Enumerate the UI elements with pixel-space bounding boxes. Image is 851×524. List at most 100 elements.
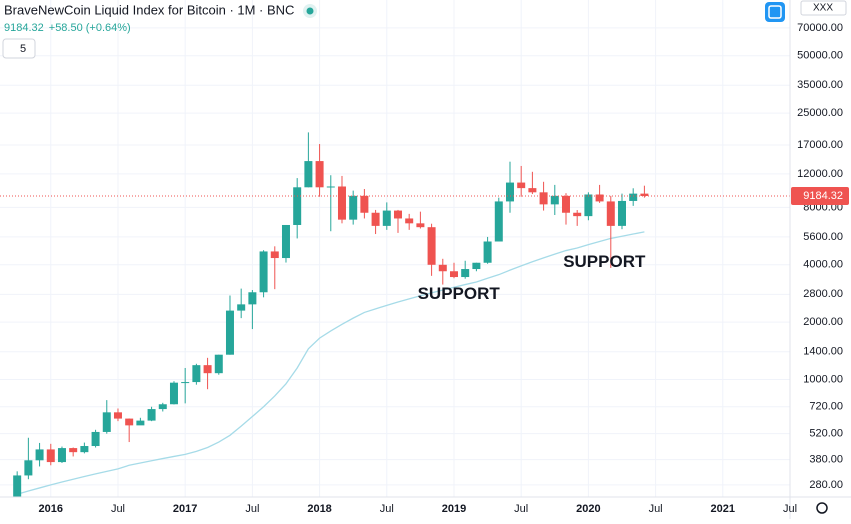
x-tick-label: Jul <box>380 503 394 515</box>
y-tick-label: 2000.00 <box>803 316 843 328</box>
y-tick-label: 5600.00 <box>803 231 843 243</box>
candle-body <box>337 186 346 220</box>
candle-body <box>315 161 324 188</box>
candle-body <box>472 262 481 270</box>
scale-button[interactable] <box>800 0 847 16</box>
y-tick-label: 4000.00 <box>803 259 843 271</box>
candle-body <box>237 304 246 311</box>
candle-body <box>35 449 44 461</box>
indicator-button[interactable] <box>2 38 36 59</box>
candle-body <box>483 241 492 263</box>
candle-body <box>494 201 503 242</box>
candle-body <box>181 382 190 384</box>
x-tick-label: 2016 <box>39 503 63 515</box>
status-dot <box>306 7 314 15</box>
candle-body <box>259 251 268 293</box>
candle-body <box>136 420 145 426</box>
overlay: BraveNewCoin Liquid Index for Bitcoin · … <box>2 2 785 59</box>
annotation: SUPPORT <box>418 284 501 303</box>
x-tick-label: 2021 <box>711 503 735 515</box>
candle-body <box>281 224 290 259</box>
candle-body <box>561 195 570 213</box>
price-axis-bg <box>790 0 851 519</box>
indicator-button-label[interactable]: 5 <box>20 43 26 55</box>
candle-body <box>371 212 380 226</box>
y-tick-label: 25000.00 <box>797 107 843 119</box>
candle-body <box>147 409 156 421</box>
candle-body <box>113 412 122 419</box>
y-tick-label: 720.00 <box>809 401 843 413</box>
last-price-box <box>791 186 849 205</box>
moving-average-line <box>16 231 645 495</box>
y-tick-label: 35000.00 <box>797 79 843 91</box>
candle-body <box>24 460 33 476</box>
chart-title: BraveNewCoin Liquid Index for Bitcoin · … <box>4 2 294 17</box>
candle-body <box>449 271 458 278</box>
candle-body <box>629 193 638 201</box>
candle-body <box>360 195 369 213</box>
y-tick-label: 380.00 <box>809 454 843 466</box>
scale-button-label[interactable]: XXX <box>813 3 833 14</box>
y-tick-label: 70000.00 <box>797 22 843 34</box>
candle-body <box>69 448 78 453</box>
plot-area: SUPPORT SUPPORT <box>0 0 791 500</box>
x-tick-label: Jul <box>649 503 663 515</box>
compare-icon <box>768 5 782 19</box>
y-tick-label: 1400.00 <box>803 346 843 358</box>
candle-body <box>80 446 89 453</box>
candle-body <box>416 223 425 228</box>
time-axis-bg <box>0 497 851 519</box>
x-tick-label: Jul <box>783 503 797 515</box>
x-tick-label: 2019 <box>442 503 466 515</box>
candle-body <box>214 354 223 374</box>
x-tick-label: Jul <box>514 503 528 515</box>
candle-body <box>393 210 402 219</box>
candle-body <box>550 195 559 205</box>
x-tick-label: 2018 <box>307 503 331 515</box>
candle-body <box>606 201 615 226</box>
candle-body <box>13 475 22 500</box>
settings-icon[interactable] <box>816 502 828 514</box>
candle-body <box>573 212 582 217</box>
candle-body <box>57 448 66 463</box>
candle-body <box>584 194 593 217</box>
y-tick-label: 280.00 <box>809 479 843 491</box>
candle-body <box>461 269 470 278</box>
candle-body <box>192 365 201 383</box>
candle-body <box>595 194 604 202</box>
candle-body <box>640 193 649 196</box>
candle-body <box>304 161 313 188</box>
candle-body <box>405 218 414 224</box>
candle-body <box>438 264 447 272</box>
legend-price: 9184.32 <box>4 22 44 34</box>
candle-body <box>617 200 626 226</box>
candle-body <box>539 192 548 205</box>
candle-body <box>517 182 526 189</box>
x-tick-label: Jul <box>245 503 259 515</box>
candle-body <box>248 292 257 305</box>
candle-body <box>270 251 279 259</box>
y-tick-label: 1000.00 <box>803 373 843 385</box>
candle-body <box>91 431 100 447</box>
candle-body <box>427 227 436 265</box>
candle-body <box>382 210 391 226</box>
candle-body <box>102 412 111 432</box>
x-tick-label: 2017 <box>173 503 197 515</box>
y-tick-label: 12000.00 <box>797 168 843 180</box>
y-tick-label: 50000.00 <box>797 50 843 62</box>
compare-button[interactable] <box>765 2 785 22</box>
y-tick-label: 2800.00 <box>803 288 843 300</box>
candle-body <box>125 418 134 426</box>
candle-body <box>169 382 178 405</box>
candle-body <box>225 310 234 355</box>
candle-body <box>293 187 302 225</box>
annotation: SUPPORT <box>563 252 646 271</box>
x-tick-label: 2020 <box>576 503 600 515</box>
candle-body <box>349 195 358 220</box>
legend-change: +58.50 (+0.64%) <box>49 22 131 34</box>
candle-body <box>46 449 55 463</box>
y-tick-label: 520.00 <box>809 428 843 440</box>
